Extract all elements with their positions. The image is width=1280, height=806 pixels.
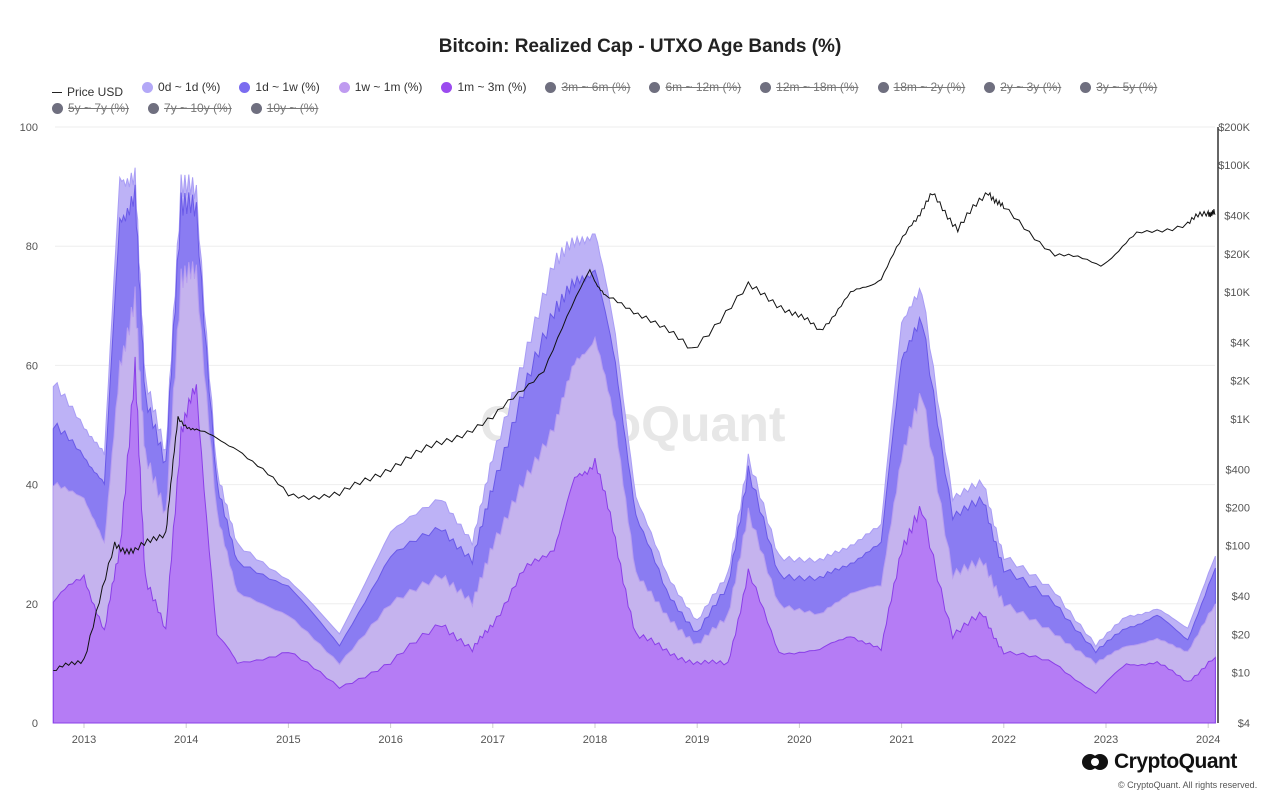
- dot-marker-icon: [250, 102, 262, 114]
- legend-label: 1d ~ 1w (%): [255, 80, 320, 94]
- dot-marker-icon: [984, 81, 996, 93]
- legend: Price USD 0d ~ 1d (%) 1d ~ 1w (%) 1w ~ 1m (…: [52, 79, 1252, 118]
- y2-tick-label: $4: [1238, 718, 1250, 730]
- legend-label: 2y ~ 3y (%): [1000, 80, 1062, 94]
- y-tick-label: 40: [26, 480, 38, 492]
- legend-item[interactable]: 3y ~ 5y (%): [1080, 79, 1157, 95]
- x-tick-label: 2017: [481, 734, 505, 746]
- legend-item[interactable]: 0d ~ 1d (%): [142, 79, 220, 95]
- y2-tick-label: $40K: [1224, 211, 1250, 223]
- x-tick-label: 2020: [787, 734, 811, 746]
- dot-marker-icon: [877, 81, 889, 93]
- price-line: [53, 191, 1216, 671]
- legend-item[interactable]: 5y ~ 7y (%): [52, 100, 129, 116]
- y2-tick-label: $10: [1232, 668, 1250, 680]
- dot-marker-icon: [52, 102, 63, 114]
- y2-tick-label: $1K: [1230, 414, 1250, 426]
- legend-item[interactable]: 18m ~ 2y (%): [877, 79, 966, 95]
- legend-item[interactable]: 2y ~ 3y (%): [984, 79, 1061, 95]
- y2-tick-label: $10K: [1224, 287, 1250, 299]
- dot-marker-icon: [545, 81, 557, 93]
- y2-tick-label: $100K: [1218, 160, 1250, 172]
- dot-marker-icon: [148, 102, 160, 114]
- legend-label: 10y ~ (%): [266, 101, 319, 115]
- y-tick-label: 20: [26, 599, 38, 611]
- dot-marker-icon: [441, 81, 453, 93]
- y-tick-label: 60: [26, 360, 38, 372]
- y2-tick-label: $200K: [1218, 122, 1250, 134]
- area-1m-3m-: [52, 356, 1216, 724]
- y-tick-label: 0: [32, 718, 38, 730]
- legend-item[interactable]: 3m ~ 6m (%): [545, 79, 630, 95]
- legend-label: 3m ~ 6m (%): [561, 80, 631, 94]
- legend-item[interactable]: Price USD: [52, 84, 123, 100]
- copyright: © CryptoQuant. All rights reserved.: [1118, 780, 1258, 790]
- cryptoquant-logo-icon: [1082, 754, 1108, 770]
- line-marker-icon: [52, 91, 62, 93]
- x-tick-label: 2015: [276, 734, 300, 746]
- chart-title: Bitcoin: Realized Cap - UTXO Age Bands (…: [438, 36, 842, 57]
- legend-label: 12m ~ 18m (%): [776, 80, 859, 94]
- dot-marker-icon: [649, 81, 661, 93]
- legend-label: 5y ~ 7y (%): [68, 101, 130, 115]
- legend-item[interactable]: 10y ~ (%): [250, 100, 319, 116]
- y2-tick-label: $40: [1232, 591, 1250, 603]
- y2-tick-label: $2K: [1230, 376, 1250, 388]
- x-tick-label: 2021: [889, 734, 913, 746]
- y2-tick-label: $20: [1232, 629, 1250, 641]
- dot-marker-icon: [1080, 81, 1092, 93]
- legend-item[interactable]: 12m ~ 18m (%): [760, 79, 859, 95]
- brand-logo: CryptoQuant: [1082, 750, 1237, 774]
- brand-name: CryptoQuant: [1114, 750, 1237, 773]
- y2-tick-label: $200: [1226, 503, 1250, 515]
- dot-marker-icon: [338, 81, 350, 93]
- y2-tick-label: $400: [1226, 464, 1250, 476]
- legend-label: Price USD: [67, 85, 124, 99]
- legend-label: 18m ~ 2y (%): [893, 80, 966, 94]
- x-tick-label: 2018: [583, 734, 607, 746]
- legend-label: 6m ~ 12m (%): [665, 80, 742, 94]
- dot-marker-icon: [760, 81, 772, 93]
- dot-marker-icon: [239, 81, 251, 93]
- legend-item[interactable]: 1w ~ 1m (%): [338, 79, 423, 95]
- legend-item[interactable]: 1d ~ 1w (%): [239, 79, 320, 95]
- legend-item[interactable]: 7y ~ 10y (%): [148, 100, 232, 116]
- legend-item[interactable]: 6m ~ 12m (%): [649, 79, 741, 95]
- x-tick-label: 2016: [378, 734, 402, 746]
- y2-tick-label: $4K: [1230, 337, 1250, 349]
- dot-marker-icon: [142, 81, 154, 93]
- legend-label: 3y ~ 5y (%): [1096, 80, 1158, 94]
- legend-label: 1w ~ 1m (%): [354, 80, 423, 94]
- y-tick-label: 100: [20, 122, 38, 134]
- x-tick-label: 2024: [1196, 734, 1220, 746]
- y-tick-label: 80: [26, 241, 38, 253]
- legend-item[interactable]: 1m ~ 3m (%): [441, 79, 526, 95]
- x-tick-label: 2014: [174, 734, 198, 746]
- x-tick-label: 2023: [1094, 734, 1118, 746]
- x-tick-label: 2022: [992, 734, 1016, 746]
- legend-label: 7y ~ 10y (%): [164, 101, 232, 115]
- legend-label: 0d ~ 1d (%): [158, 80, 221, 94]
- x-tick-label: 2019: [685, 734, 709, 746]
- y2-tick-label: $20K: [1224, 249, 1250, 261]
- legend-label: 1m ~ 3m (%): [457, 80, 527, 94]
- x-tick-label: 2013: [72, 734, 96, 746]
- y2-tick-label: $100: [1226, 541, 1250, 553]
